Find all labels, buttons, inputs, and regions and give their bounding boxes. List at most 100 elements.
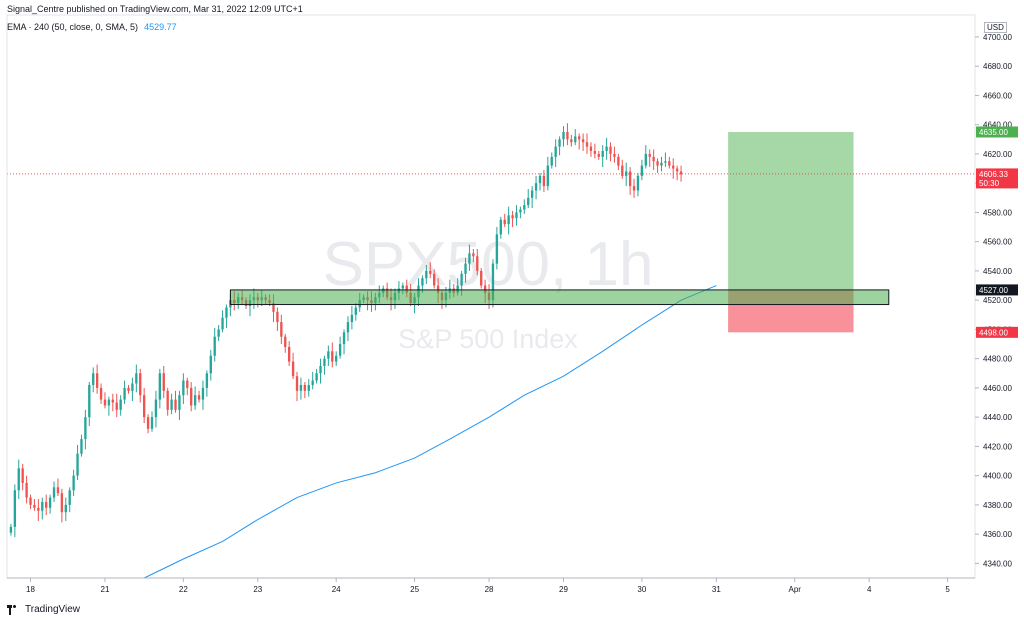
candle[interactable] [311,371,314,390]
indicator-legend[interactable]: EMA · 240 (50, close, 0, SMA, 5) 4529.77 [7,22,177,32]
profit-target-zone[interactable] [728,131,854,290]
candle[interactable] [338,336,342,359]
candle[interactable] [68,487,71,513]
candle[interactable] [186,377,189,396]
candle[interactable] [323,355,326,375]
candle[interactable] [578,133,581,150]
candle[interactable] [150,411,154,432]
candle[interactable] [527,189,530,209]
candle[interactable] [331,342,334,368]
candle[interactable] [52,481,56,502]
candle[interactable] [119,395,122,416]
candle[interactable] [566,123,569,146]
candle[interactable] [146,414,150,434]
candle[interactable] [72,469,75,497]
candle[interactable] [675,165,679,181]
candle[interactable] [84,409,87,450]
candle[interactable] [476,248,479,276]
candle[interactable] [625,162,628,187]
candle[interactable] [425,265,428,285]
candle[interactable] [468,244,471,271]
candle[interactable] [644,145,647,169]
candle[interactable] [354,303,357,321]
candle[interactable] [287,341,291,366]
candle[interactable] [21,463,24,491]
candle[interactable] [636,172,640,197]
candle[interactable] [562,126,565,147]
candle[interactable] [672,158,675,179]
candle[interactable] [660,156,663,172]
candle[interactable] [115,393,118,418]
ema-line[interactable] [143,285,717,579]
candle[interactable] [613,146,616,163]
candle[interactable] [64,497,67,521]
candle[interactable] [581,133,585,151]
candle[interactable] [534,175,538,200]
candle[interactable] [9,523,13,536]
candle[interactable] [213,327,216,362]
candle[interactable] [299,377,303,400]
candle[interactable] [178,390,181,421]
candle[interactable] [37,499,40,521]
candle[interactable] [209,349,212,381]
candle[interactable] [315,368,318,384]
candle[interactable] [593,143,597,159]
candle[interactable] [276,307,279,331]
candle[interactable] [166,387,169,416]
candle[interactable] [25,475,28,504]
candle[interactable] [225,304,228,328]
candle[interactable] [221,310,224,333]
candle[interactable] [601,145,604,168]
candle[interactable] [558,136,561,156]
candle[interactable] [585,133,589,154]
candle[interactable] [327,345,330,366]
candle[interactable] [170,393,173,415]
candle[interactable] [530,186,534,209]
candle[interactable] [503,213,506,228]
candle[interactable] [574,129,577,146]
candle[interactable] [56,478,60,497]
currency-label[interactable]: USD [984,22,1007,33]
candle[interactable] [640,159,644,181]
candle[interactable] [542,170,546,192]
candle[interactable] [597,150,600,160]
candle[interactable] [350,306,354,330]
candle[interactable] [617,153,620,171]
candle[interactable] [570,134,573,147]
candle[interactable] [664,152,667,168]
candle[interactable] [632,178,636,198]
candle[interactable] [335,351,338,366]
candle[interactable] [511,210,514,228]
candle[interactable] [291,352,295,380]
candle[interactable] [495,227,499,270]
candle[interactable] [190,382,193,412]
candle[interactable] [111,393,114,412]
candle[interactable] [342,329,346,355]
candle[interactable] [538,172,542,191]
candle[interactable] [480,267,483,289]
candle[interactable] [162,365,165,399]
candle[interactable] [88,382,91,426]
candle[interactable] [472,248,475,263]
candle[interactable] [280,314,283,345]
candle[interactable] [550,152,553,169]
candle[interactable] [307,379,310,397]
candle[interactable] [29,494,32,510]
candle[interactable] [131,377,134,402]
candle[interactable] [197,390,201,403]
candle[interactable] [432,269,436,289]
candle[interactable] [201,380,205,410]
candle[interactable] [429,262,432,279]
candle[interactable] [99,383,103,404]
footer-brand[interactable]: TradingView [7,604,80,615]
candle[interactable] [464,257,467,283]
candle[interactable] [656,158,659,173]
candle[interactable] [284,333,287,353]
candle[interactable] [13,484,17,538]
support-zone[interactable] [229,289,890,306]
candle[interactable] [217,325,220,342]
candle[interactable] [507,206,510,235]
candle[interactable] [303,382,307,399]
candle[interactable] [605,137,608,160]
candle[interactable] [182,373,185,404]
